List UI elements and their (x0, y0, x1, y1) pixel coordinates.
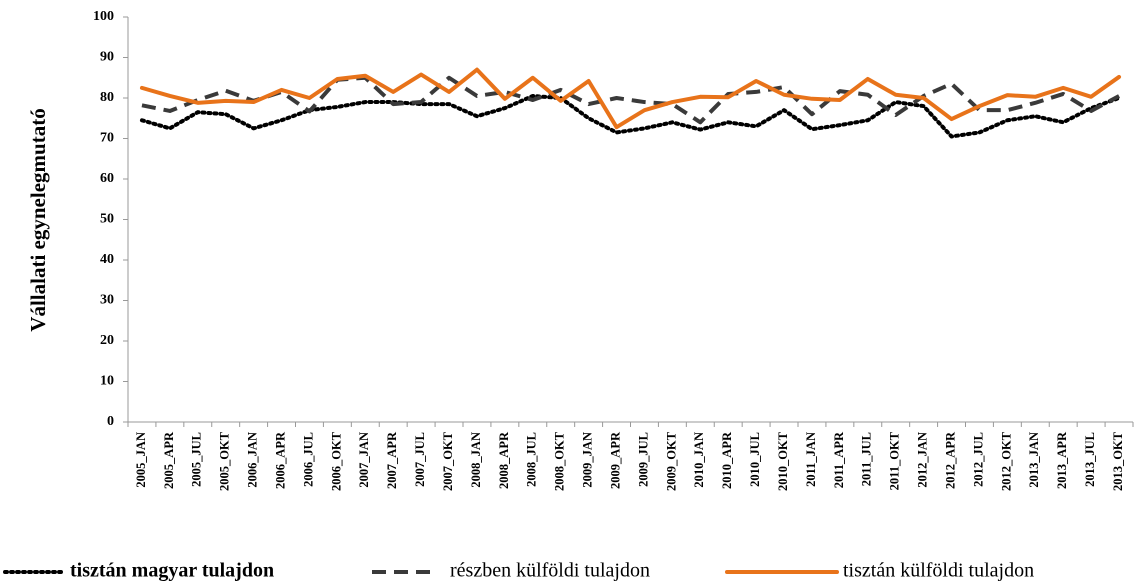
x-tick-label: 2006_JAN (246, 432, 260, 488)
x-tick-label: 2006_JUL (301, 432, 315, 487)
x-tick-label: 2009_APR (608, 431, 622, 489)
series-line (139, 67, 1122, 130)
y-tick-label: 80 (100, 90, 114, 105)
x-tick-label: 2005_JAN (134, 432, 148, 488)
y-tick-label: 10 (100, 374, 114, 389)
x-tick-label: 2012_OKT (999, 431, 1013, 491)
y-tick-label: 40 (100, 252, 114, 267)
x-tick-label: 2013_OKT (1111, 431, 1125, 491)
legend-label: tisztán magyar tulajdon (70, 560, 274, 582)
x-tick-label: 2006_APR (273, 431, 287, 489)
y-tick-label: 30 (100, 293, 114, 308)
x-tick-label: 2009_JAN (581, 432, 595, 488)
x-tick-label: 2010_JAN (692, 432, 706, 488)
legend-label: részben külföldi tulajdon (450, 560, 650, 582)
y-tick-label: 0 (107, 414, 114, 429)
x-tick-label: 2011_OKT (888, 431, 902, 490)
x-tick-label: 2012_JAN (916, 432, 930, 488)
x-tick-label: 2010_JUL (748, 432, 762, 487)
y-tick-label: 50 (100, 212, 114, 227)
y-tick-label: 20 (100, 333, 114, 348)
x-tick-label: 2013_JUL (1083, 432, 1097, 487)
x-tick-label: 2007_OKT (441, 431, 455, 491)
x-tick-label: 2012_JUL (971, 432, 985, 487)
x-tick-label: 2010_OKT (776, 431, 790, 491)
y-tick-label: 70 (100, 131, 114, 146)
x-tick-label: 2006_OKT (329, 431, 343, 491)
y-axis-title: Vállalati egynelegmutató (26, 108, 50, 331)
x-tick-label: 2007_APR (385, 431, 399, 489)
y-tick-label: 90 (100, 50, 114, 65)
x-tick-label: 2008_APR (497, 431, 511, 489)
x-tick-label: 2007_JAN (357, 432, 371, 488)
x-tick-label: 2013_APR (1055, 431, 1069, 489)
y-tick-label: 60 (100, 171, 114, 186)
x-tick-label: 2007_JUL (413, 432, 427, 487)
x-tick-label: 2011_APR (832, 431, 846, 488)
x-tick-label: 2005_APR (162, 431, 176, 489)
series-line (139, 93, 1122, 139)
x-tick-label: 2008_JAN (469, 432, 483, 488)
x-tick-label: 2005_OKT (218, 431, 232, 491)
x-tick-label: 2008_OKT (553, 431, 567, 491)
x-tick-label: 2008_JUL (525, 432, 539, 487)
x-tick-label: 2011_JUL (860, 432, 874, 486)
x-tick-label: 2009_JUL (636, 432, 650, 487)
x-tick-label: 2013_JAN (1027, 432, 1041, 488)
x-tick-label: 2010_APR (720, 431, 734, 489)
y-tick-label: 100 (93, 9, 114, 24)
x-tick-label: 2009_OKT (664, 431, 678, 491)
x-tick-label: 2012_APR (943, 431, 957, 489)
x-tick-label: 2011_JAN (804, 432, 818, 487)
series-line (141, 75, 1120, 125)
legend-label: tisztán külföldi tulajdon (843, 560, 1034, 582)
x-tick-label: 2005_JUL (190, 432, 204, 487)
